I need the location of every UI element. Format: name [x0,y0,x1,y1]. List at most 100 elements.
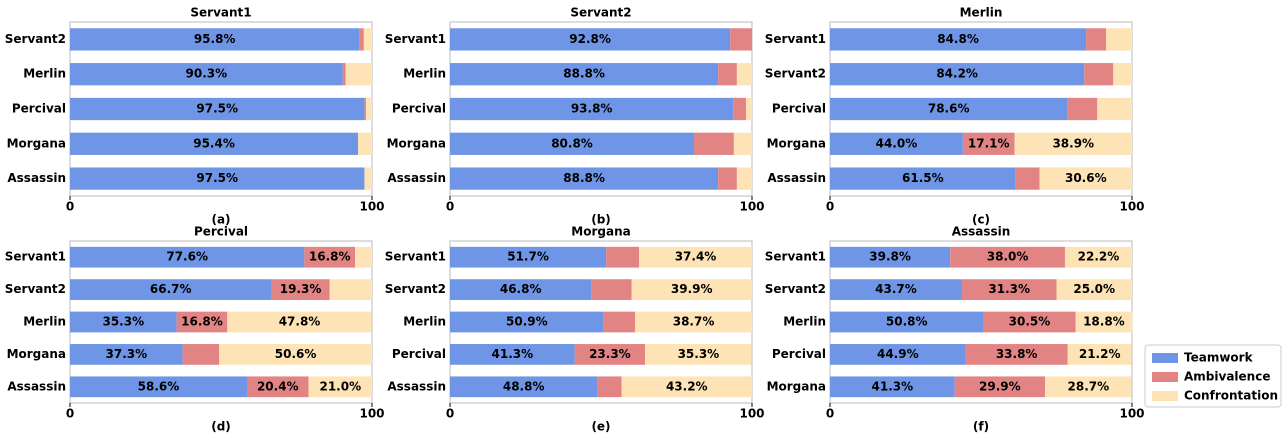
bar-segment [246,376,309,398]
bar-segment [830,63,1085,86]
bar-segment [304,246,356,268]
y-tick-label: Percival [12,102,66,116]
value-label: 50.8% [886,315,928,329]
bar-segment [830,311,984,333]
bar-segment [70,97,365,121]
value-label: 90.3% [186,67,228,81]
bar-segment [597,376,622,398]
x-tick-label: 100 [1119,200,1144,214]
bar-segment [450,279,592,300]
value-label: 43.2% [666,379,708,393]
value-label: 84.8% [937,32,979,46]
y-tick-label: Servant2 [765,67,826,81]
value-label: 38.0% [987,250,1029,264]
value-label: 44.0% [876,136,918,150]
bar-segment [363,28,372,51]
bar-segment [359,28,364,51]
bar-segment [1015,167,1040,190]
x-tick-label: 0 [446,200,454,214]
bar-segment [450,28,731,51]
bar-segment [745,97,752,121]
bar-segment [1045,376,1132,398]
value-label: 46.8% [500,282,542,296]
bar-segment [631,279,752,300]
y-tick-label: Merlin [783,315,826,329]
legend-box [1144,344,1282,408]
bar-segment [965,344,1068,365]
bar-segment [70,167,365,190]
bar-segment [961,279,1057,300]
y-tick-label: Merlin [403,315,446,329]
y-tick-label: Assassin [387,379,446,393]
bar-segment [635,311,752,333]
bar-segment [329,279,372,300]
x-tick-label: 100 [359,200,384,214]
bar-segment [450,97,734,121]
bar-segment [176,311,228,333]
value-label: 17.1% [968,136,1010,150]
bar-segment [1014,132,1132,155]
legend-label: Teamwork [1184,351,1254,365]
bar-segment [736,167,752,190]
bar-segment [954,376,1046,398]
value-label: 92.8% [569,32,611,46]
bar-segment [830,344,966,365]
value-label: 37.4% [675,250,717,264]
bar-segment [70,246,305,268]
bar-segment [830,279,962,300]
subplot-caption: (d) [211,420,231,434]
bar-segment [645,344,752,365]
y-tick-label: Servant1 [5,250,66,264]
bar-segment [1056,279,1132,300]
y-tick-label: Morgana [767,379,826,393]
value-label: 41.3% [872,379,914,393]
legend-swatch [1152,353,1178,363]
bar-segment [1039,167,1132,190]
value-label: 50.9% [506,315,548,329]
value-label: 19.3% [280,282,322,296]
x-tick-label: 100 [359,407,384,421]
y-tick-label: Servant1 [765,32,826,46]
subplot-caption: (b) [591,213,611,227]
value-label: 44.9% [877,347,919,361]
bar-segment [227,311,372,333]
value-label: 33.8% [996,347,1038,361]
bar-segment [591,279,632,300]
bar-segment [830,28,1087,51]
value-label: 78.6% [928,102,970,116]
value-label: 61.5% [902,171,944,185]
y-tick-label: Percival [772,102,826,116]
value-label: 58.6% [138,379,180,393]
subplot-title: Morgana [571,225,630,239]
value-label: 16.8% [309,250,351,264]
bar-segment [364,97,366,121]
y-tick-label: Morgana [767,136,826,150]
bar-segment [450,246,607,268]
bar-segment [574,344,646,365]
bar-segment [219,344,372,365]
bar-segment [733,132,752,155]
value-label: 35.3% [678,347,720,361]
y-tick-label: Morgana [7,136,66,150]
value-label: 97.5% [196,102,238,116]
y-tick-label: Assassin [387,171,446,185]
value-label: 95.4% [193,136,235,150]
bar-segment [308,376,372,398]
value-label: 84.2% [936,67,978,81]
bar-segment [830,167,1016,190]
y-tick-label: Merlin [403,67,446,81]
value-label: 48.8% [503,379,545,393]
subplot-title: Percival [194,225,248,239]
bar-segment [603,311,636,333]
bar-segment [70,63,343,86]
bar-segment [450,132,695,155]
y-tick-label: Merlin [23,315,66,329]
legend-label: Ambivalence [1184,370,1270,384]
y-tick-label: Morgana [7,347,66,361]
bar-segment [271,279,330,300]
x-tick-label: 0 [66,200,74,214]
bar-segment [830,97,1068,121]
value-label: 43.7% [875,282,917,296]
value-label: 30.5% [1009,315,1051,329]
value-label: 18.8% [1083,315,1125,329]
